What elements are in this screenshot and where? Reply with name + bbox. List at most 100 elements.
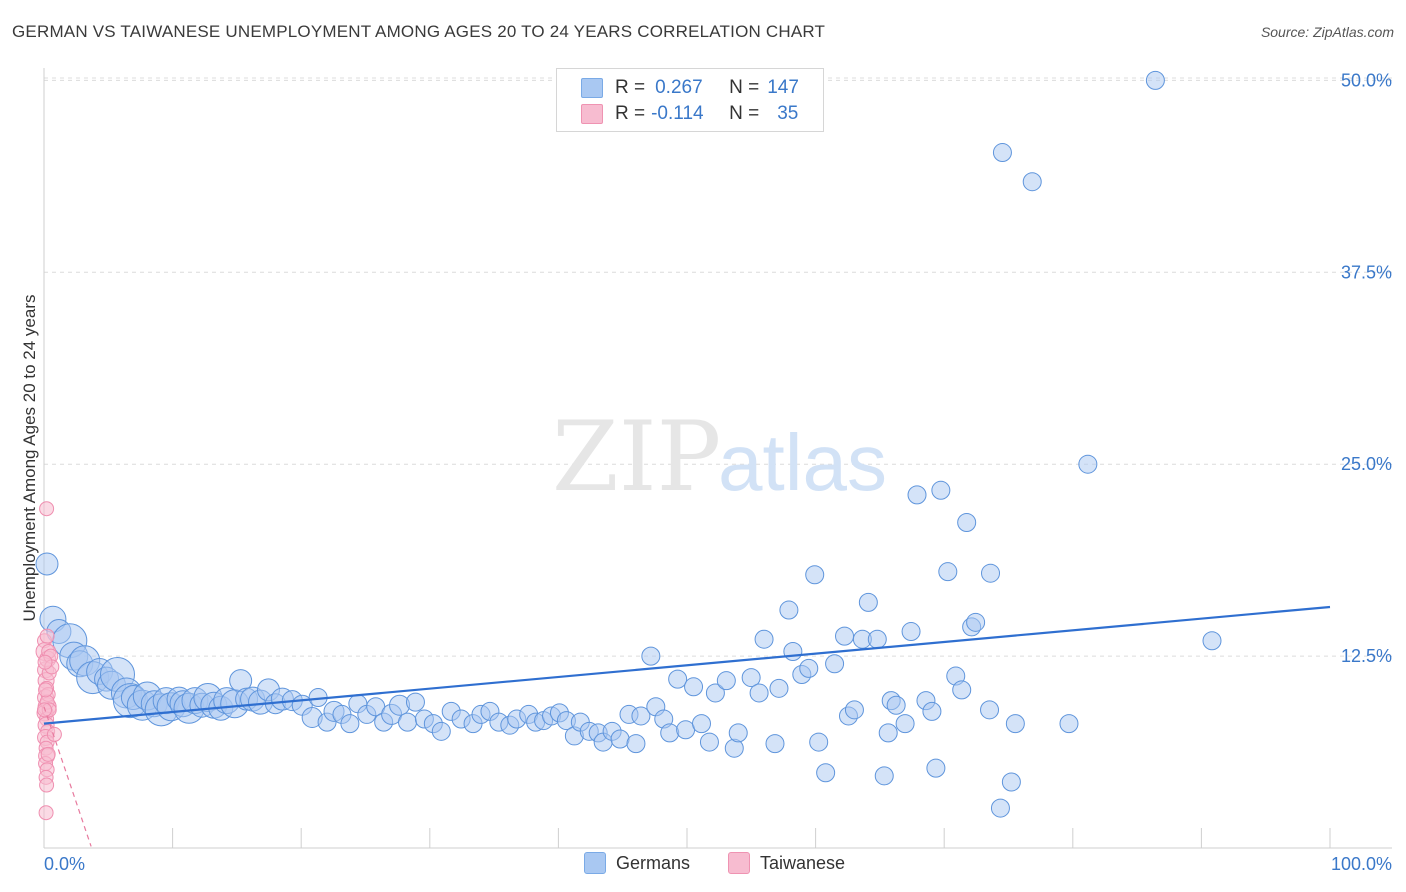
german-point — [901, 622, 921, 642]
german-point — [1005, 714, 1025, 734]
german-point — [398, 712, 418, 732]
bottom-legend-swatch-taiwanese — [728, 852, 750, 874]
german-point — [783, 641, 803, 661]
german-point — [938, 562, 958, 582]
taiwanese-point — [39, 628, 55, 644]
german-point — [926, 758, 946, 778]
german-point — [867, 629, 887, 649]
legend-n-value: 35 — [777, 103, 799, 124]
german-point — [992, 143, 1012, 163]
y-tick-label: 25.0% — [1341, 454, 1392, 474]
german-point — [340, 714, 360, 734]
legend-r-value: 0.267 — [655, 77, 703, 98]
german-point — [952, 680, 972, 700]
bottom-legend-germans: Germans — [584, 852, 690, 874]
german-point — [765, 734, 785, 754]
x-tick-label-min: 0.0% — [44, 854, 85, 874]
bottom-legend-taiwanese: Taiwanese — [728, 852, 845, 874]
source-label: Source: ZipAtlas.com — [1260, 24, 1394, 40]
bottom-legend-swatch-germans — [584, 852, 606, 874]
german-point — [741, 668, 761, 688]
german-point — [641, 646, 661, 666]
german-point — [844, 700, 864, 720]
legend-r-value: -0.114 — [651, 103, 704, 124]
german-point — [825, 654, 845, 674]
german-point — [691, 714, 711, 734]
german-point — [895, 714, 915, 734]
german-point — [816, 763, 836, 783]
german-point — [769, 678, 789, 698]
german-point — [835, 626, 855, 646]
german-point — [749, 683, 769, 703]
german-point — [1001, 772, 1021, 792]
german-trend-line — [43, 605, 1331, 725]
y-tick-label: 50.0% — [1341, 70, 1392, 90]
german-point — [716, 671, 736, 691]
german-point — [907, 485, 927, 505]
bottom-legend-label-germans: Germans — [616, 852, 691, 873]
german-point — [809, 732, 829, 752]
german-point — [805, 565, 825, 585]
german-point — [981, 563, 1001, 583]
legend-swatch-germans — [581, 78, 603, 98]
german-point — [966, 612, 986, 632]
german-point — [858, 592, 878, 612]
y-tick-label: 12.5% — [1341, 646, 1392, 666]
german-point — [1078, 454, 1098, 474]
legend-n-label: N = — [729, 77, 760, 98]
german-point — [610, 729, 630, 749]
german-point — [668, 669, 688, 689]
german-point — [405, 692, 425, 712]
legend-swatch-taiwanese — [581, 104, 603, 124]
trend-layer — [43, 605, 1331, 847]
german-point — [990, 798, 1010, 818]
german-point — [705, 683, 725, 703]
german-point — [779, 600, 799, 620]
y-tick-label: 37.5% — [1341, 262, 1392, 282]
legend-r-label: R = — [615, 103, 646, 124]
legend-box: R = 0.267 N = 147 R = -0.114 N = 35 — [556, 68, 824, 132]
taiwanese-point — [38, 682, 54, 698]
grid-layer — [44, 77, 1392, 657]
taiwanese-point — [37, 654, 53, 670]
german-point — [431, 721, 451, 741]
chart-title: GERMAN VS TAIWANESE UNEMPLOYMENT AMONG A… — [12, 22, 826, 41]
german-point — [886, 695, 906, 715]
german-point — [660, 723, 680, 743]
german-point — [957, 513, 977, 533]
german-point — [878, 723, 898, 743]
legend-r-label: R = — [615, 77, 646, 98]
legend-n-label: N = — [729, 103, 760, 124]
legend-row-germans: R = 0.267 N = 147 — [581, 76, 799, 100]
german-point — [1059, 714, 1079, 734]
taiwanese-point — [39, 777, 55, 793]
german-point — [980, 700, 1000, 720]
german-point — [676, 720, 696, 740]
german-point — [631, 706, 651, 726]
german-point — [35, 552, 59, 576]
y-axis-label: Unemployment Among Ages 20 to 24 years — [20, 295, 39, 622]
german-point — [1022, 172, 1042, 192]
x-tick-label-max: 100.0% — [1331, 854, 1392, 874]
german-point — [728, 723, 748, 743]
legend-row-taiwanese: R = -0.114 N = 35 — [581, 102, 798, 126]
german-point — [699, 732, 719, 752]
watermark-atlas: atlas — [718, 418, 887, 507]
german-points — [35, 70, 1222, 818]
watermark: ZIP atlas — [552, 401, 887, 513]
german-point — [874, 766, 894, 786]
taiwanese-points — [35, 501, 62, 821]
german-point — [684, 677, 704, 697]
german-point — [1202, 631, 1222, 651]
german-point — [1145, 70, 1165, 90]
taiwanese-point — [46, 726, 62, 742]
german-point — [754, 629, 774, 649]
tick-label-layer: 12.5% 25.0% 37.5% 50.0% 0.0% 100.0% — [44, 70, 1392, 874]
bottom-legend-label-taiwanese: Taiwanese — [760, 852, 846, 873]
german-point — [922, 701, 942, 721]
watermark-zip: ZIP — [552, 401, 721, 513]
german-point — [931, 480, 951, 500]
taiwanese-point — [38, 805, 54, 821]
taiwanese-point — [40, 746, 56, 762]
